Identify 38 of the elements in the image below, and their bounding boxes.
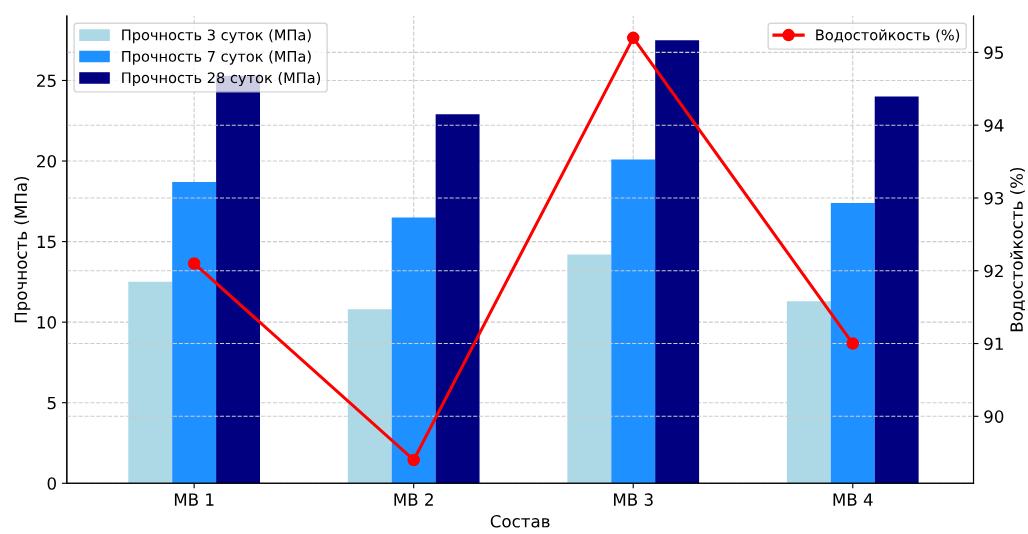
legend-label: Прочность 28 суток (МПа) <box>122 71 321 87</box>
point <box>187 257 201 270</box>
bar <box>172 181 217 484</box>
y2-tick-label: 90 <box>984 410 1004 423</box>
bar <box>611 159 656 484</box>
y-tick-label: 5 <box>47 396 56 410</box>
y2-tick-label: 93 <box>984 191 1004 205</box>
y2-tick-label: 94 <box>984 119 1004 132</box>
bar <box>435 114 480 484</box>
x-tick-label: МВ 4 <box>833 493 873 506</box>
y2-tick-label: 92 <box>984 264 1003 278</box>
bar <box>128 281 173 484</box>
y-axis-title: Прочность (МПа) <box>14 176 31 323</box>
bar <box>391 217 436 484</box>
legend-label: Прочность 7 суток (МПа) <box>122 50 311 65</box>
y2-axis-title: Водостойкость (%) <box>1010 167 1025 332</box>
y-tick-label: 20 <box>37 154 56 168</box>
x-tick-label: МВ 1 <box>174 493 214 506</box>
y-tick-label: 0 <box>47 477 56 490</box>
bar <box>830 202 875 484</box>
x-tick-label: МВ 3 <box>614 493 653 506</box>
bar <box>567 254 612 484</box>
y-tick-label: 15 <box>37 235 56 249</box>
y2-tick-label: 95 <box>984 46 1003 59</box>
legend-label: Прочность 3 суток (МПа) <box>122 29 311 44</box>
bar <box>655 40 700 484</box>
y-tick-label: 25 <box>37 74 56 88</box>
bar <box>786 301 831 484</box>
y-tick-label: 10 <box>37 316 56 329</box>
x-tick-label: МВ 2 <box>394 493 433 506</box>
legend-label: Водостойкость (%) <box>816 29 960 43</box>
point <box>407 453 420 467</box>
y2-tick-label: 91 <box>984 337 1003 351</box>
x-axis-title: Состав <box>490 514 550 528</box>
bar <box>874 96 919 484</box>
point <box>626 31 640 45</box>
bar <box>347 309 392 484</box>
point <box>846 337 860 350</box>
